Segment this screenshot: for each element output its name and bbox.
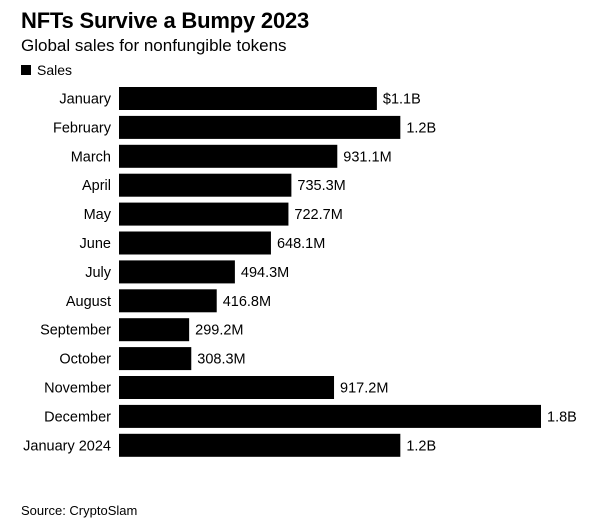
bar-december — [119, 404, 541, 428]
bar-september — [119, 318, 190, 342]
bar-july — [119, 260, 235, 284]
chart-subtitle: Global sales for nonfungible tokens — [21, 36, 287, 55]
category-label-january: January — [59, 92, 111, 108]
value-label-january: $1.1B — [383, 92, 421, 108]
value-label-october: 308.3M — [197, 352, 245, 368]
category-label-april: April — [82, 178, 111, 194]
value-label-december: 1.8B — [547, 409, 577, 425]
value-label-may: 722.7M — [294, 207, 342, 223]
value-label-april: 735.3M — [297, 178, 345, 194]
value-label-november: 917.2M — [340, 381, 388, 397]
category-label-september: September — [40, 323, 111, 339]
bar-march — [119, 144, 338, 168]
bar-june — [119, 231, 271, 255]
chart-title: NFTs Survive a Bumpy 2023 — [21, 8, 310, 33]
bar-november — [119, 376, 335, 399]
bar-october — [119, 347, 192, 371]
legend-swatch — [21, 65, 31, 75]
value-label-june: 648.1M — [277, 236, 325, 252]
bar-january — [119, 87, 377, 110]
bar-may — [119, 202, 289, 226]
category-label-august: August — [66, 294, 111, 310]
chart-legend: Sales — [21, 62, 72, 78]
category-label-december: December — [44, 409, 111, 425]
category-label-october: October — [59, 352, 111, 368]
category-label-may: May — [84, 207, 112, 223]
bar-january-2024 — [119, 433, 401, 457]
value-label-september: 299.2M — [195, 323, 243, 339]
value-label-july: 494.3M — [241, 265, 289, 281]
bar-august — [119, 289, 217, 313]
bar-april — [119, 173, 292, 197]
category-label-january-2024: January 2024 — [23, 438, 111, 454]
value-label-march: 931.1M — [343, 149, 391, 165]
chart-source: Source: CryptoSlam — [21, 503, 138, 518]
category-label-february: February — [53, 120, 112, 136]
legend-label: Sales — [37, 62, 73, 78]
bar-february — [119, 115, 401, 139]
category-label-july: July — [85, 265, 112, 281]
value-label-january-2024: 1.2B — [406, 438, 436, 454]
category-label-march: March — [71, 149, 111, 165]
value-label-august: 416.8M — [223, 294, 271, 310]
value-label-february: 1.2B — [406, 120, 436, 136]
category-label-november: November — [44, 381, 111, 397]
category-label-june: June — [80, 236, 111, 252]
